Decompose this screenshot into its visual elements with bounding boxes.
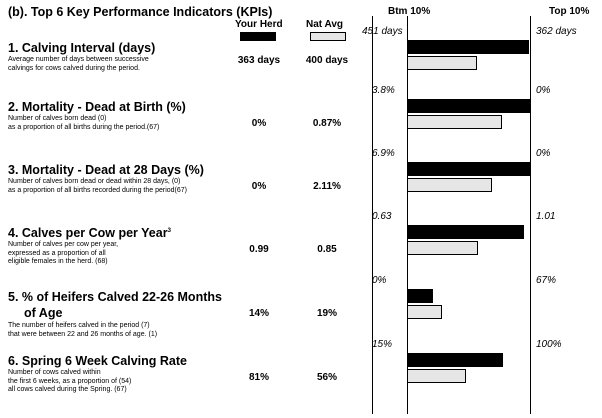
bottom-10-axis-line [407,16,408,414]
your-herd-bar [407,225,524,239]
nat-avg-bar [407,115,502,129]
kpi-description-line: Number of calves born dead or dead withi… [8,178,181,185]
kpi-bar-chart: 451 days 362 days 3.8% 0% 6.9% 0% 0.63 1.01 0% 67… [362,16,600,414]
kpi-title: 6. Spring 6 Week Calving Rate [8,354,187,368]
your-herd-bar [407,40,529,54]
page-title: (b). Top 6 Key Performance Indicators (K… [8,5,273,19]
bottom-10-label: 0% [372,275,387,286]
kpi-title: 4. Calves per Cow per Year3 [8,226,171,240]
top-10-label: 100% [536,339,562,350]
kpi-title: 2. Mortality - Dead at Birth (%) [8,100,186,114]
kpi-description-line: calvings for cows calved during the peri… [8,64,140,72]
your-herd-value: 14% [248,308,269,319]
kpi-description-line: Number of calves per cow per year, [8,241,119,248]
nat-avg-value: 0.87% [312,118,342,129]
nat-avg-bar [407,369,467,383]
top-10-label: 0% [536,85,551,96]
nat-avg-value: 19% [316,308,337,319]
kpi-description-line: the first 6 weeks, as a proportion of (5… [8,377,132,385]
nat-avg-value: 400 days [305,55,349,66]
kpi-description-line: expressed as a proportion of all [8,249,106,257]
bottom-10-label: 15% [372,339,393,350]
nat-avg-bar [407,305,442,319]
top-10-label: 0% [536,148,551,159]
btm-10-header: Btm 10% [388,6,431,17]
left-axis-line [372,16,373,414]
top-10-header: Top 10% [549,6,590,17]
nat-avg-value: 2.11% [313,181,341,192]
nat-avg-legend-swatch [310,32,346,41]
kpi-title: 1. Calving Interval (days) [8,41,156,55]
kpi-description-line: Average number of days between successiv… [8,56,149,63]
bottom-10-label: 6.9% [372,148,395,159]
kpi-description-line: as a proportion of all births recorded d… [8,186,187,194]
your-herd-bar [407,353,503,367]
kpi-title-continued: of Age [24,306,63,320]
kpi-description-line: as a proportion of all births during the… [8,123,160,131]
nat-avg-bar [407,241,479,255]
top-10-label: 67% [536,275,557,286]
kpi-description-line: that were between 22 and 26 months of ag… [8,330,158,338]
your-herd-value: 363 days [237,55,281,66]
nat-avg-value: 56% [316,372,337,383]
your-herd-bar [407,289,433,303]
kpi-description-line: Number of calves born dead (0) [8,115,107,122]
bottom-10-label: 0.63 [372,211,392,222]
nat-avg-bar [407,56,478,70]
bottom-10-label: 3.8% [372,85,395,96]
your-herd-value: 0.99 [249,244,269,255]
kpi-title-superscript: 3 [167,227,171,234]
your-herd-header: Your Herd [235,19,283,30]
nat-avg-header: Nat Avg [306,19,344,30]
your-herd-value: 0% [251,181,267,192]
your-herd-value: 0% [251,118,267,129]
kpi-title: 5. % of Heifers Calved 22-26 Months [8,290,222,304]
top-10-axis-line [530,16,531,414]
kpi-description-line: all cows calved during the Spring. (67) [8,386,127,393]
kpi-description-line: The number of heifers calved in the peri… [8,322,150,329]
your-herd-bar [407,99,530,113]
kpi-description-line: eligible females in the herd. (68) [8,258,108,265]
your-herd-legend-swatch [240,32,276,41]
your-herd-bar [407,162,530,176]
kpi-title: 3. Mortality - Dead at 28 Days (%) [8,163,204,177]
nat-avg-bar [407,178,493,192]
top-10-label: 1.01 [536,211,556,222]
your-herd-value: 81% [248,372,269,383]
top-10-label: 362 days [536,26,577,37]
kpi-description-line: Number of cows calved within [8,369,101,376]
nat-avg-value: 0.85 [317,244,337,255]
bottom-10-label: 451 days [362,26,403,37]
